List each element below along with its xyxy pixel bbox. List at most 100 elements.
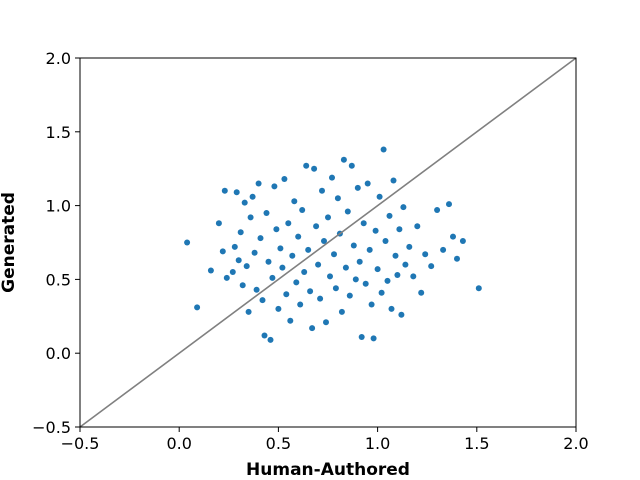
data-point — [241, 199, 248, 206]
data-point — [386, 212, 393, 219]
data-point — [253, 286, 260, 293]
data-point — [285, 220, 292, 227]
data-point — [459, 238, 466, 244]
data-point — [319, 187, 325, 194]
data-point — [317, 295, 324, 302]
data-point — [277, 245, 284, 252]
scatter-points — [184, 146, 482, 343]
data-point — [247, 214, 254, 221]
data-point — [350, 242, 357, 249]
data-point — [380, 146, 387, 153]
data-point — [372, 227, 379, 234]
data-point — [309, 325, 316, 332]
data-point — [279, 264, 286, 271]
data-point — [329, 174, 335, 181]
reference-line-layer — [79, 57, 577, 428]
data-point — [219, 248, 226, 255]
data-point — [402, 261, 409, 268]
data-point — [346, 292, 353, 299]
data-point — [259, 297, 266, 304]
data-point — [422, 251, 429, 258]
data-point — [251, 249, 258, 256]
data-point — [245, 308, 252, 315]
data-point — [275, 305, 282, 312]
data-point — [388, 305, 395, 312]
data-point — [384, 277, 391, 284]
y-tick-label: 2.0 — [46, 49, 71, 68]
data-point — [362, 280, 369, 287]
data-point — [428, 263, 435, 270]
y-tick-label: 1.5 — [46, 123, 71, 142]
data-point — [307, 288, 314, 295]
x-tick-label: 1.0 — [365, 434, 390, 453]
data-point — [271, 183, 278, 190]
data-point — [223, 274, 230, 281]
data-point — [378, 289, 385, 296]
data-point — [194, 304, 201, 311]
data-point — [414, 223, 421, 230]
data-point — [354, 184, 361, 191]
data-point — [265, 258, 272, 265]
data-point — [233, 189, 240, 196]
data-point — [184, 239, 191, 246]
data-point — [450, 233, 456, 240]
data-point — [303, 162, 310, 169]
data-point — [338, 308, 345, 315]
data-point — [348, 162, 355, 169]
data-point — [390, 177, 397, 184]
data-point — [249, 193, 256, 200]
data-point — [418, 289, 425, 296]
data-point — [283, 291, 290, 298]
data-point — [446, 201, 452, 208]
data-point — [221, 187, 228, 194]
reference-line — [79, 57, 577, 428]
data-point — [315, 261, 322, 268]
data-point — [261, 332, 268, 339]
data-point — [297, 301, 304, 308]
data-point — [382, 238, 389, 244]
data-point — [360, 220, 367, 227]
data-point — [313, 223, 320, 230]
data-point — [394, 272, 401, 278]
data-point — [323, 319, 329, 326]
data-point — [364, 180, 371, 187]
data-point — [301, 269, 308, 275]
data-point — [235, 257, 242, 264]
data-point — [273, 226, 280, 233]
data-point — [325, 214, 331, 221]
data-point — [400, 204, 407, 211]
data-point — [368, 301, 375, 308]
x-axis-ticks: −0.5 0.0 0.5 1.0 1.5 2.0 — [61, 427, 589, 453]
plot-area-frame — [79, 57, 577, 428]
data-point — [237, 229, 244, 236]
data-point — [440, 246, 447, 253]
data-point — [255, 180, 262, 187]
data-point — [358, 334, 365, 340]
data-point — [406, 243, 413, 250]
data-point — [269, 274, 276, 281]
y-tick-label: 0.5 — [46, 270, 71, 289]
y-tick-label: 1.0 — [46, 197, 71, 216]
data-point — [215, 220, 222, 227]
data-point — [434, 207, 441, 213]
y-axis-ticks: −0.5 0.0 0.5 1.0 1.5 2.0 — [32, 49, 80, 437]
data-point — [396, 226, 403, 233]
data-point — [239, 282, 246, 289]
data-point — [305, 246, 312, 253]
data-point — [334, 195, 341, 202]
data-point — [392, 252, 399, 259]
x-tick-label: 0.0 — [166, 434, 191, 453]
x-tick-label: 1.5 — [464, 434, 489, 453]
data-point — [263, 210, 270, 216]
data-point — [327, 273, 333, 280]
data-point — [342, 264, 349, 271]
data-point — [289, 252, 296, 259]
data-point — [454, 255, 460, 262]
data-point — [366, 246, 373, 253]
data-point — [370, 335, 377, 342]
data-point — [287, 317, 294, 324]
data-point — [267, 336, 274, 343]
data-point — [331, 251, 337, 258]
